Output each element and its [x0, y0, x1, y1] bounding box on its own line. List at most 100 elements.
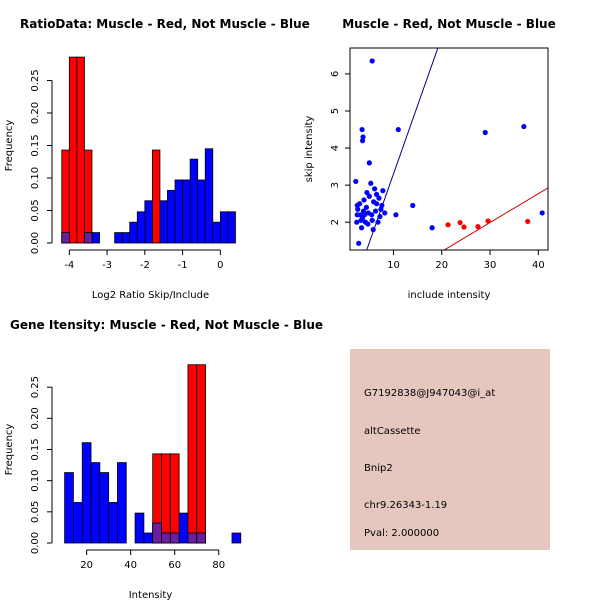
scatter-point-blue — [429, 225, 435, 231]
y-tick-label: 0.00 — [30, 532, 41, 554]
histogram-bar-blue — [231, 532, 242, 544]
scatter-point-red — [445, 222, 451, 228]
x-tick-label: 80 — [212, 560, 225, 571]
info-panel-background — [350, 349, 550, 550]
fit-line-blue — [366, 48, 439, 250]
y-tick-label: 5 — [330, 108, 341, 114]
y-tick-label: 0.05 — [30, 199, 41, 221]
histogram-bar-blue — [73, 502, 83, 544]
y-tick-label: 0.00 — [30, 232, 41, 254]
scatter-point-blue — [377, 214, 383, 220]
scatter-point-blue — [368, 180, 374, 186]
histogram-bar-blue — [136, 211, 146, 244]
scatter-point-blue — [372, 186, 378, 192]
x-tick-label: 20 — [435, 260, 448, 271]
scatter-point-blue — [365, 221, 371, 227]
scatter-point-blue — [363, 204, 370, 210]
intensity-histogram-panel: Gene Itensity: Muscle - Red, Not Muscle … — [4, 318, 323, 600]
x-tick-label: 40 — [532, 260, 545, 271]
histogram-bar-red — [84, 149, 93, 244]
chart-title: RatioData: Muscle - Red, Not Muscle - Bl… — [20, 17, 310, 31]
x-tick-label: -3 — [102, 260, 112, 271]
histogram-bar-red — [76, 56, 85, 244]
y-tick-label: 4 — [330, 145, 341, 151]
y-axis-label: skip intensity — [304, 116, 315, 183]
histogram-bar-blue — [197, 179, 206, 244]
histogram-bar-overlap — [169, 532, 180, 544]
x-tick-label: -1 — [178, 260, 188, 271]
chromosome-location-text: chr9.26343-1.19 — [364, 500, 447, 511]
y-tick-label: 0.20 — [30, 102, 41, 124]
scatter-point-blue — [357, 201, 363, 207]
histogram-bar-blue — [227, 211, 236, 244]
scatter-point-blue — [369, 58, 375, 64]
probe-id-text: G7192838@J947043@i_at — [364, 388, 495, 399]
scatter-point-red — [457, 219, 463, 226]
scatter-point-blue — [369, 217, 375, 223]
x-tick-label: 40 — [124, 560, 137, 571]
y-tick-label: 0.25 — [30, 376, 41, 398]
y-tick-label: 0.10 — [30, 167, 41, 189]
histogram-bar-blue — [143, 532, 154, 544]
scatter-point-blue — [376, 195, 382, 201]
histogram-bar-blue — [219, 211, 229, 244]
x-tick-label: 20 — [80, 560, 93, 571]
ratio-histogram-panel: RatioData: Muscle - Red, Not Muscle - Bl… — [4, 17, 310, 301]
histogram-bar-red — [169, 453, 180, 544]
scatter-point-blue — [539, 210, 545, 216]
histogram-bar-overlap — [61, 232, 70, 244]
scatter-point-blue — [364, 189, 370, 196]
histogram-bar-blue — [90, 462, 101, 544]
scatter-point-blue — [373, 191, 380, 198]
histogram-bar-blue — [91, 232, 100, 244]
y-tick-label: 0.15 — [30, 134, 41, 156]
y-tick-label: 0.05 — [30, 501, 41, 523]
scatter-point-blue — [373, 201, 380, 207]
scatter-point-blue — [393, 212, 399, 218]
y-tick-label: 6 — [330, 71, 341, 77]
histogram-bar-blue — [99, 472, 110, 544]
histogram-bar-red — [151, 149, 161, 244]
plot-frame — [349, 47, 549, 251]
histogram-bar-red — [68, 56, 78, 244]
scatter-point-red — [475, 224, 481, 230]
scatter-point-blue — [361, 197, 367, 203]
scatter-point-blue — [370, 227, 376, 233]
histogram-bar-blue — [167, 189, 176, 244]
scatter-point-blue — [356, 240, 362, 246]
scatter-point-red — [461, 224, 467, 230]
scatter-point-blue — [395, 126, 401, 133]
histogram-bar-overlap — [161, 532, 171, 544]
histogram-bar-blue — [178, 512, 189, 544]
x-tick-label: 30 — [484, 260, 497, 271]
gene-name-text: Bnip2 — [364, 463, 393, 474]
scatter-point-blue — [354, 219, 360, 225]
histogram-bar-blue — [64, 472, 74, 544]
y-tick-label: 2 — [330, 219, 341, 225]
histogram-bar-blue — [134, 512, 145, 544]
histogram-bar-blue — [182, 179, 191, 244]
histogram-bar-blue — [81, 442, 92, 544]
scatter-point-blue — [382, 210, 388, 216]
x-tick-label: 60 — [168, 560, 181, 571]
scatter-point-blue — [358, 225, 365, 231]
info-panel: G7192838@J947043@i_at altCassette Bnip2 … — [350, 349, 550, 550]
scatter-point-blue — [380, 188, 386, 194]
x-axis-label: Intensity — [129, 590, 173, 600]
histogram-bar-blue — [189, 158, 199, 244]
scatter-point-blue — [375, 219, 381, 225]
histogram-bar-blue — [114, 232, 123, 244]
histogram-bar-overlap — [152, 522, 162, 544]
scatter-point-blue — [361, 212, 368, 218]
scatter-point-red — [485, 218, 491, 224]
histogram-bar-blue — [204, 148, 214, 244]
y-tick-label: 0.10 — [30, 470, 41, 492]
chart-title: Muscle - Red, Not Muscle - Blue — [342, 17, 556, 31]
event-type-text: altCassette — [364, 426, 421, 437]
histogram-bar-overlap — [187, 532, 198, 544]
scatter-point-blue — [369, 212, 375, 218]
scatter-point-blue — [410, 202, 416, 209]
x-axis-label: include intensity — [408, 290, 491, 301]
y-tick-label: 3 — [330, 182, 341, 188]
